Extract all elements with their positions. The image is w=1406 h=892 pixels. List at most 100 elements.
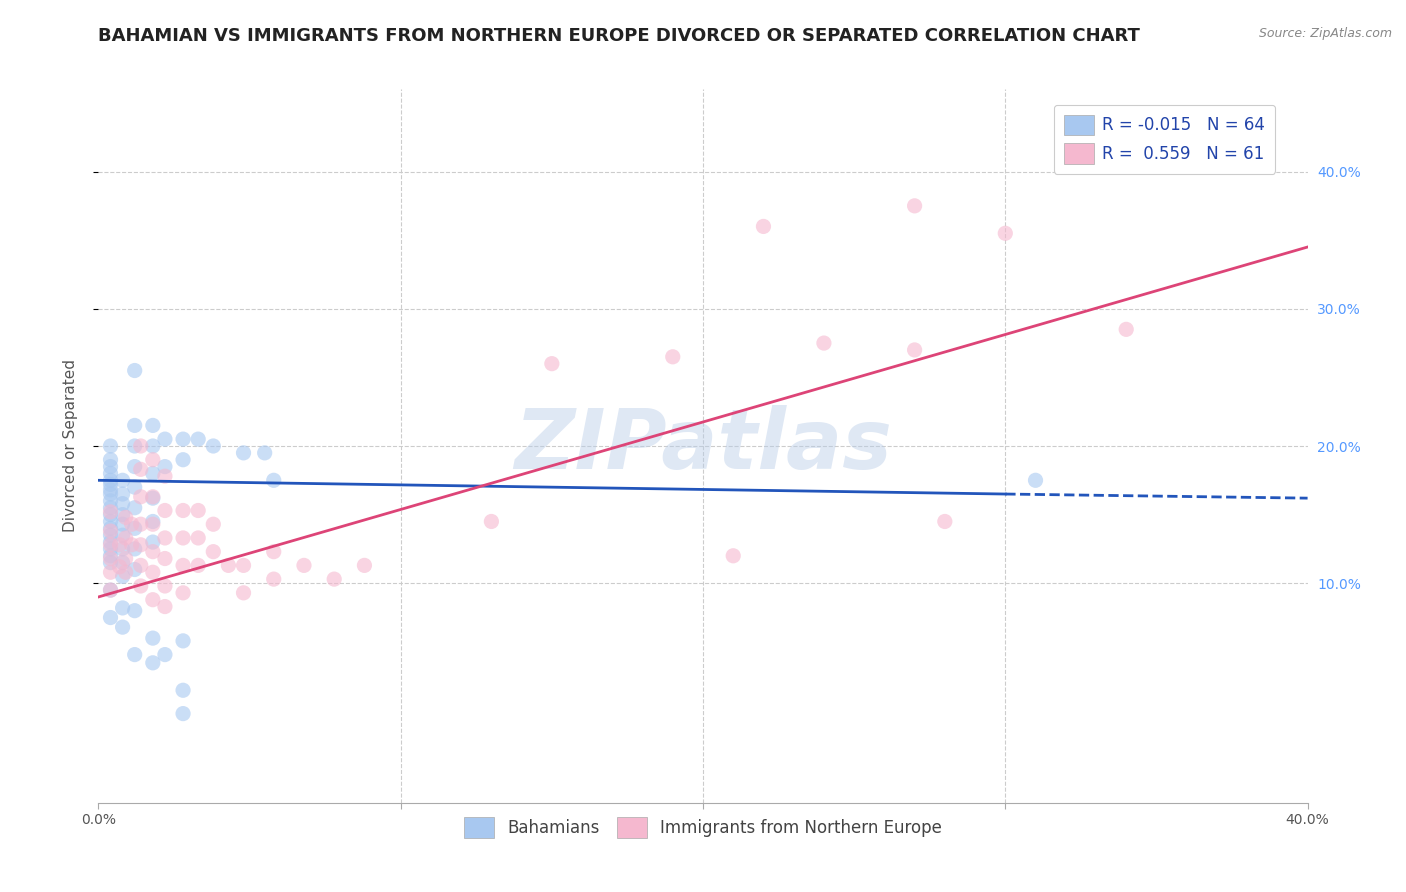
Point bbox=[142, 467, 165, 481]
Point bbox=[292, 558, 315, 573]
Point bbox=[142, 631, 165, 645]
Point bbox=[187, 503, 209, 517]
Point bbox=[323, 572, 346, 586]
Point bbox=[142, 439, 165, 453]
Point bbox=[263, 572, 285, 586]
Point bbox=[100, 487, 122, 501]
Point bbox=[121, 517, 143, 532]
Point bbox=[129, 439, 152, 453]
Point bbox=[100, 521, 122, 535]
Point bbox=[129, 462, 152, 476]
Point bbox=[114, 531, 136, 545]
Point bbox=[142, 544, 165, 558]
Point bbox=[124, 604, 146, 618]
Point bbox=[111, 620, 134, 634]
Point bbox=[187, 432, 209, 446]
Point bbox=[124, 648, 146, 662]
Point bbox=[232, 446, 254, 460]
Point bbox=[142, 535, 165, 549]
Point bbox=[100, 473, 122, 487]
Point bbox=[100, 535, 122, 549]
Point bbox=[1024, 473, 1046, 487]
Point bbox=[172, 706, 194, 721]
Point bbox=[124, 500, 146, 515]
Text: BAHAMIAN VS IMMIGRANTS FROM NORTHERN EUROPE DIVORCED OR SEPARATED CORRELATION CH: BAHAMIAN VS IMMIGRANTS FROM NORTHERN EUR… bbox=[98, 27, 1140, 45]
Point bbox=[172, 503, 194, 517]
Point bbox=[172, 633, 194, 648]
Point bbox=[124, 562, 146, 576]
Point bbox=[142, 491, 165, 505]
Point bbox=[124, 418, 146, 433]
Point bbox=[142, 656, 165, 670]
Point bbox=[153, 459, 176, 474]
Point bbox=[129, 579, 152, 593]
Point bbox=[100, 524, 122, 538]
Point bbox=[124, 439, 146, 453]
Point bbox=[723, 549, 745, 563]
Point bbox=[111, 541, 134, 556]
Point bbox=[114, 551, 136, 566]
Point bbox=[232, 586, 254, 600]
Point bbox=[202, 544, 225, 558]
Point bbox=[904, 343, 927, 357]
Point bbox=[153, 503, 176, 517]
Point bbox=[100, 505, 122, 519]
Point bbox=[108, 538, 131, 552]
Point bbox=[217, 558, 239, 573]
Point bbox=[100, 439, 122, 453]
Point bbox=[142, 517, 165, 532]
Point bbox=[111, 517, 134, 532]
Point bbox=[124, 480, 146, 494]
Point bbox=[153, 432, 176, 446]
Point bbox=[108, 559, 131, 574]
Point bbox=[187, 558, 209, 573]
Point bbox=[142, 592, 165, 607]
Point bbox=[153, 579, 176, 593]
Point bbox=[124, 521, 146, 535]
Point bbox=[813, 336, 835, 351]
Point bbox=[172, 432, 194, 446]
Point bbox=[142, 515, 165, 529]
Point bbox=[353, 558, 375, 573]
Point bbox=[111, 473, 134, 487]
Point bbox=[100, 549, 122, 563]
Point bbox=[172, 558, 194, 573]
Point bbox=[994, 227, 1017, 241]
Point bbox=[111, 556, 134, 570]
Point bbox=[129, 517, 152, 532]
Point bbox=[100, 610, 122, 624]
Point bbox=[124, 541, 146, 556]
Point bbox=[111, 601, 134, 615]
Legend: Bahamians, Immigrants from Northern Europe: Bahamians, Immigrants from Northern Euro… bbox=[457, 811, 949, 845]
Point bbox=[100, 452, 122, 467]
Point bbox=[100, 556, 122, 570]
Point bbox=[172, 586, 194, 600]
Y-axis label: Divorced or Separated: Divorced or Separated bbox=[63, 359, 77, 533]
Point bbox=[100, 538, 122, 552]
Point bbox=[1115, 322, 1137, 336]
Point bbox=[752, 219, 775, 234]
Point bbox=[661, 350, 683, 364]
Point bbox=[263, 473, 285, 487]
Point bbox=[129, 490, 152, 504]
Point bbox=[100, 528, 122, 542]
Point bbox=[111, 528, 134, 542]
Point bbox=[253, 446, 276, 460]
Point bbox=[111, 497, 134, 511]
Point bbox=[129, 558, 152, 573]
Point bbox=[100, 551, 122, 566]
Point bbox=[114, 566, 136, 580]
Point bbox=[100, 566, 122, 580]
Point bbox=[202, 439, 225, 453]
Point bbox=[232, 558, 254, 573]
Point bbox=[100, 583, 122, 598]
Point bbox=[111, 569, 134, 583]
Point bbox=[100, 459, 122, 474]
Point bbox=[142, 566, 165, 580]
Point bbox=[153, 648, 176, 662]
Point bbox=[100, 477, 122, 491]
Point bbox=[142, 490, 165, 504]
Point bbox=[100, 500, 122, 515]
Point bbox=[153, 551, 176, 566]
Point bbox=[111, 487, 134, 501]
